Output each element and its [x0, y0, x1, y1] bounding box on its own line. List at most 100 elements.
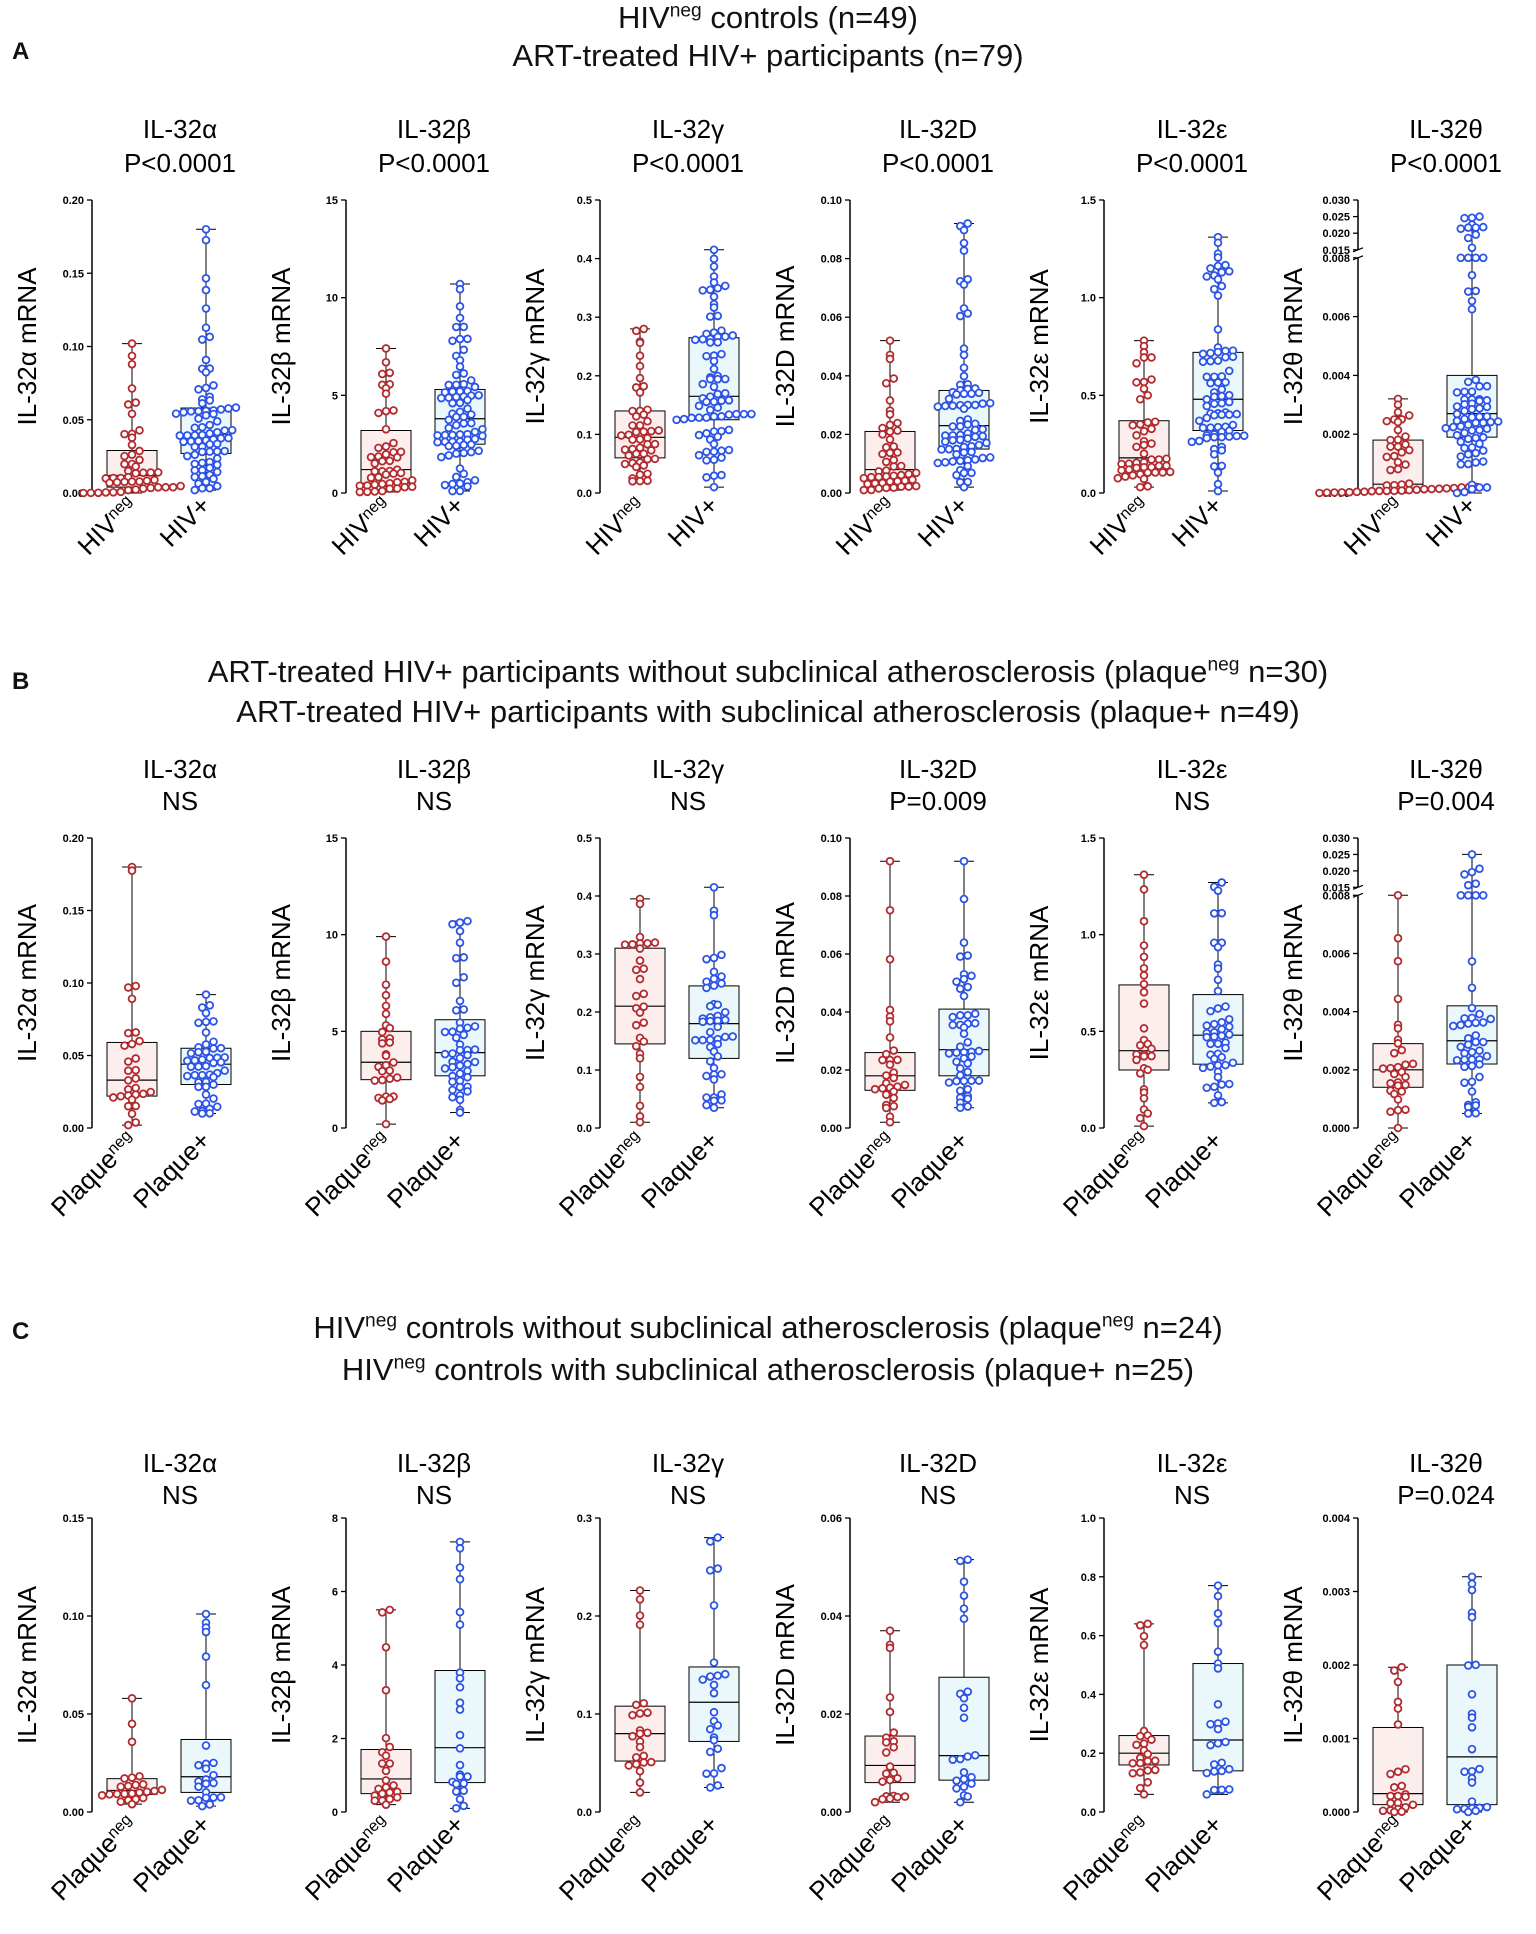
data-point: [889, 374, 899, 383]
y-axis-label: IL-32β mRNA: [266, 1585, 296, 1744]
data-point: [216, 1793, 226, 1802]
chart-title: IL-32θ: [1409, 1448, 1483, 1478]
data-point: [952, 390, 961, 399]
data-point: [455, 1682, 465, 1692]
data-point: [713, 432, 723, 441]
data-point: [631, 427, 641, 437]
data-point: [1135, 394, 1145, 404]
data-point: [153, 482, 163, 492]
data-point: [444, 423, 454, 433]
data-point: [1401, 1792, 1410, 1802]
p-value-label: P<0.0001: [1136, 148, 1248, 178]
data-point: [709, 1735, 719, 1745]
data-point: [381, 1009, 391, 1019]
data-point: [963, 1555, 973, 1564]
data-point: [1493, 417, 1503, 426]
data-point: [959, 1768, 969, 1777]
data-point: [1217, 446, 1227, 455]
data-point: [120, 451, 129, 461]
data-point: [955, 1011, 965, 1020]
data-point: [963, 219, 973, 228]
x-tick-label: Plaque+: [885, 1125, 974, 1214]
y-tick-label: 0.2: [577, 1611, 592, 1623]
data-point: [1482, 424, 1492, 434]
y-tick-label: 0.002: [1322, 1660, 1350, 1672]
data-point: [451, 1033, 461, 1043]
data-point: [455, 398, 465, 408]
data-point: [639, 1698, 649, 1708]
y-tick-label: 6: [332, 1587, 338, 1599]
data-point: [455, 926, 465, 936]
data-point: [1209, 1082, 1219, 1092]
chart-panel-a-1: IL-32α P<0.0001 0.00 0.05 0.10 0.15 0.20 IL-32α…: [12, 114, 241, 561]
data-point: [885, 1033, 895, 1042]
y-tick-label: 0.000: [1322, 1807, 1350, 1819]
data-point: [127, 450, 137, 459]
data-point: [635, 1788, 645, 1797]
data-point: [1397, 1045, 1407, 1055]
data-point: [1467, 484, 1477, 494]
data-point: [451, 978, 461, 988]
data-point: [702, 1093, 711, 1102]
y-tick-label: 0.008: [1322, 253, 1350, 265]
data-point: [1386, 1769, 1395, 1779]
data-point: [720, 332, 730, 341]
data-point: [381, 1733, 391, 1743]
data-point: [1224, 390, 1234, 400]
data-point: [194, 1062, 203, 1071]
data-point: [1463, 420, 1473, 430]
data-point: [959, 238, 969, 248]
data-point: [1456, 1042, 1466, 1052]
data-point: [881, 483, 891, 493]
data-point: [885, 1707, 895, 1717]
data-point: [635, 1082, 645, 1092]
data-point: [455, 486, 465, 496]
data-point: [212, 467, 222, 477]
data-point: [1135, 1758, 1145, 1768]
data-point: [635, 1778, 645, 1787]
data-point: [1467, 867, 1477, 877]
data-point: [216, 405, 226, 414]
data-point: [127, 477, 137, 486]
data-point: [1471, 890, 1481, 900]
data-point: [1213, 1072, 1223, 1082]
data-point: [955, 984, 965, 994]
data-point: [381, 442, 391, 451]
data-point: [448, 919, 457, 929]
data-point: [112, 1789, 122, 1799]
data-point: [194, 1018, 203, 1028]
data-point: [176, 481, 185, 491]
data-point: [433, 431, 442, 440]
data-point: [881, 1738, 891, 1747]
data-point: [705, 1027, 715, 1037]
data-point: [463, 1023, 472, 1033]
p-value-label: P<0.0001: [1390, 148, 1502, 178]
data-point: [724, 425, 734, 435]
data-point: [639, 964, 649, 974]
data-point: [635, 1766, 645, 1776]
data-point: [628, 476, 637, 486]
data-point: [1165, 467, 1175, 477]
data-point: [646, 426, 656, 436]
data-point: [885, 396, 895, 405]
data-point: [463, 395, 472, 405]
data-point: [1213, 1664, 1223, 1673]
data-point: [459, 1801, 469, 1811]
data-point: [1467, 213, 1477, 223]
data-point: [1147, 1051, 1156, 1061]
x-tick-label: Plaque+: [635, 1125, 724, 1214]
data-point: [1143, 1065, 1153, 1075]
data-point: [878, 430, 887, 439]
data-point: [1471, 1806, 1481, 1816]
data-point: [201, 355, 211, 365]
data-point: [197, 447, 207, 457]
data-point: [197, 335, 207, 344]
data-point: [620, 940, 630, 949]
data-point: [127, 866, 137, 875]
data-point: [1475, 1046, 1484, 1055]
data-point: [1221, 1002, 1230, 1011]
data-point: [878, 449, 887, 459]
data-point: [1139, 1094, 1149, 1103]
y-tick-label: 0.10: [821, 833, 842, 845]
